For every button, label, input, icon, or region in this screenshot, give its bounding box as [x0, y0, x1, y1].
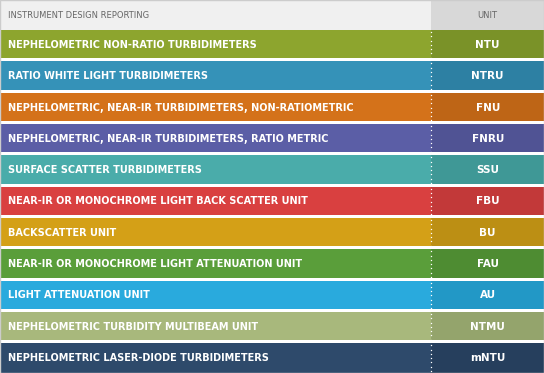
- Bar: [0, 155, 431, 185]
- Bar: [431, 343, 544, 373]
- Bar: [0, 93, 431, 122]
- Text: NEPHELOMETRIC TURBIDITY MULTIBEAM UNIT: NEPHELOMETRIC TURBIDITY MULTIBEAM UNIT: [8, 322, 258, 332]
- Bar: [431, 124, 544, 154]
- Text: NEPHELOMETRIC LASER-DIODE TURBIDIMETERS: NEPHELOMETRIC LASER-DIODE TURBIDIMETERS: [8, 353, 269, 363]
- Bar: [431, 186, 544, 216]
- Text: LIGHT ATTENUATION UNIT: LIGHT ATTENUATION UNIT: [8, 291, 150, 301]
- Text: FNRU: FNRU: [472, 134, 504, 144]
- Bar: [0, 218, 431, 248]
- Bar: [0, 124, 431, 154]
- Text: SSU: SSU: [476, 165, 499, 175]
- Bar: [0, 249, 431, 279]
- Text: NEPHELOMETRIC NON-RATIO TURBIDIMETERS: NEPHELOMETRIC NON-RATIO TURBIDIMETERS: [8, 40, 257, 50]
- Bar: [431, 61, 544, 91]
- Bar: [0, 58, 544, 60]
- Bar: [431, 30, 544, 60]
- Bar: [0, 90, 544, 91]
- Bar: [0, 184, 544, 185]
- Bar: [0, 152, 544, 154]
- Text: BACKSCATTER UNIT: BACKSCATTER UNIT: [8, 228, 116, 238]
- Bar: [0, 309, 544, 310]
- Bar: [0, 340, 544, 342]
- Bar: [431, 312, 544, 342]
- Bar: [0, 0, 431, 30]
- Bar: [0, 121, 544, 122]
- Bar: [0, 30, 431, 60]
- Bar: [0, 215, 544, 216]
- Text: NEPHELOMETRIC, NEAR-IR TURBIDIMETERS, RATIO METRIC: NEPHELOMETRIC, NEAR-IR TURBIDIMETERS, RA…: [8, 134, 329, 144]
- Bar: [0, 312, 431, 342]
- Bar: [431, 155, 544, 185]
- Text: AU: AU: [480, 291, 496, 301]
- Text: mNTU: mNTU: [470, 353, 505, 363]
- Bar: [0, 246, 544, 248]
- Text: NEAR-IR OR MONOCHROME LIGHT ATTENUATION UNIT: NEAR-IR OR MONOCHROME LIGHT ATTENUATION …: [8, 259, 302, 269]
- Text: INSTRUMENT DESIGN REPORTING: INSTRUMENT DESIGN REPORTING: [8, 10, 149, 19]
- Text: NTRU: NTRU: [472, 71, 504, 81]
- Bar: [431, 249, 544, 279]
- Text: NEPHELOMETRIC, NEAR-IR TURBIDIMETERS, NON-RATIOMETRIC: NEPHELOMETRIC, NEAR-IR TURBIDIMETERS, NO…: [8, 103, 354, 113]
- Text: SURFACE SCATTER TURBIDIMETERS: SURFACE SCATTER TURBIDIMETERS: [8, 165, 202, 175]
- Bar: [431, 280, 544, 310]
- Bar: [0, 280, 431, 310]
- Bar: [431, 0, 544, 30]
- Bar: [431, 93, 544, 122]
- Text: RATIO WHITE LIGHT TURBIDIMETERS: RATIO WHITE LIGHT TURBIDIMETERS: [8, 71, 208, 81]
- Text: FNU: FNU: [475, 103, 500, 113]
- Text: UNIT: UNIT: [478, 10, 498, 19]
- Bar: [0, 61, 431, 91]
- Bar: [431, 218, 544, 248]
- Text: FAU: FAU: [477, 259, 499, 269]
- Text: NTMU: NTMU: [470, 322, 505, 332]
- Bar: [0, 343, 431, 373]
- Text: NEAR-IR OR MONOCHROME LIGHT BACK SCATTER UNIT: NEAR-IR OR MONOCHROME LIGHT BACK SCATTER…: [8, 197, 308, 207]
- Text: NTU: NTU: [475, 40, 500, 50]
- Text: FBU: FBU: [476, 197, 499, 207]
- Text: BU: BU: [479, 228, 496, 238]
- Bar: [0, 278, 544, 279]
- Bar: [0, 186, 431, 216]
